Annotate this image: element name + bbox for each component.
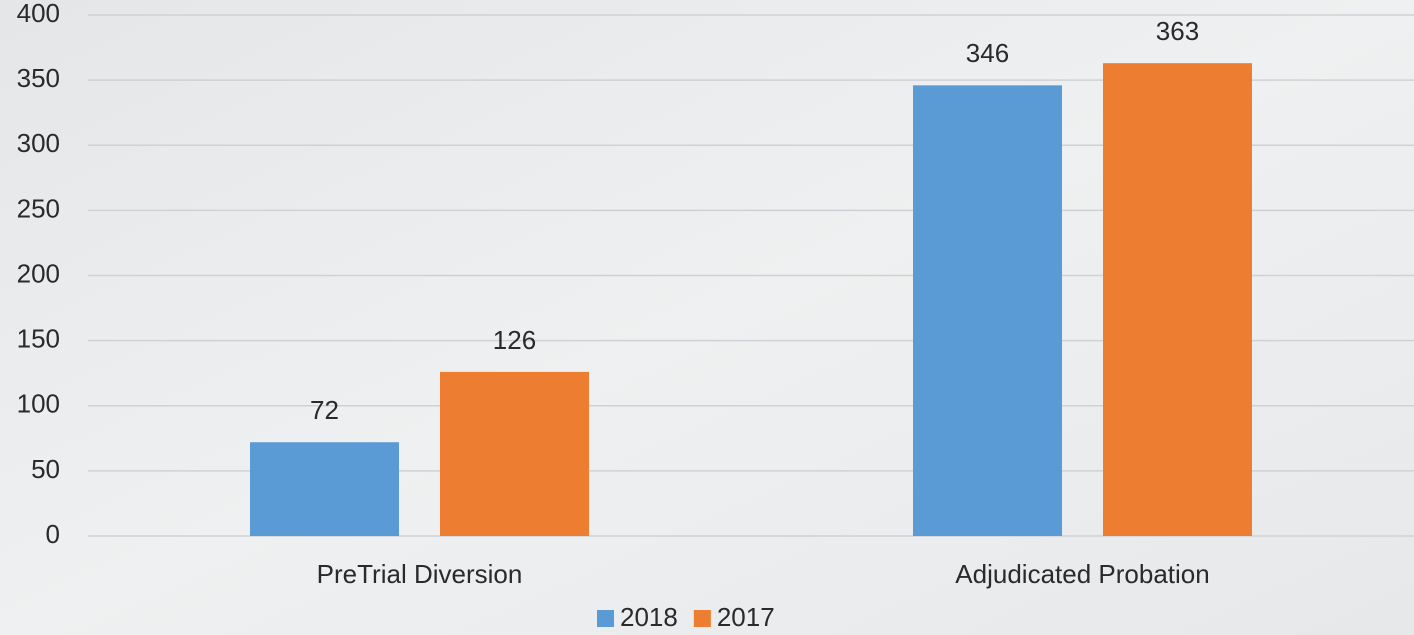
data-label: 363 bbox=[1156, 16, 1199, 46]
bar bbox=[913, 85, 1062, 536]
y-tick-label: 0 bbox=[46, 519, 60, 549]
y-tick-label: 50 bbox=[31, 454, 60, 484]
y-tick-label: 150 bbox=[17, 324, 60, 354]
x-tick-label: PreTrial Diversion bbox=[317, 559, 523, 589]
chart: 0 50 100 150 200 250 300 350 400 PreTrial Diversi… bbox=[0, 0, 1414, 635]
y-tick-label: 400 bbox=[17, 0, 60, 28]
bar bbox=[440, 372, 589, 536]
bar bbox=[250, 442, 399, 536]
y-tick-label: 350 bbox=[17, 63, 60, 93]
data-label: 72 bbox=[310, 395, 339, 425]
bar bbox=[1103, 63, 1252, 536]
legend-label: 2017 bbox=[717, 602, 775, 632]
y-tick-label: 200 bbox=[17, 258, 60, 288]
data-label: 126 bbox=[493, 325, 536, 355]
x-tick-label: Adjudicated Probation bbox=[955, 559, 1209, 589]
legend-swatch bbox=[694, 610, 711, 627]
legend-label: 2018 bbox=[620, 602, 678, 632]
data-label: 346 bbox=[966, 38, 1009, 68]
y-tick-label: 250 bbox=[17, 193, 60, 223]
y-tick-label: 300 bbox=[17, 128, 60, 158]
legend-swatch bbox=[597, 610, 614, 627]
page: 0 50 100 150 200 250 300 350 400 PreTrial Diversi… bbox=[0, 0, 1414, 635]
y-tick-label: 100 bbox=[17, 389, 60, 419]
